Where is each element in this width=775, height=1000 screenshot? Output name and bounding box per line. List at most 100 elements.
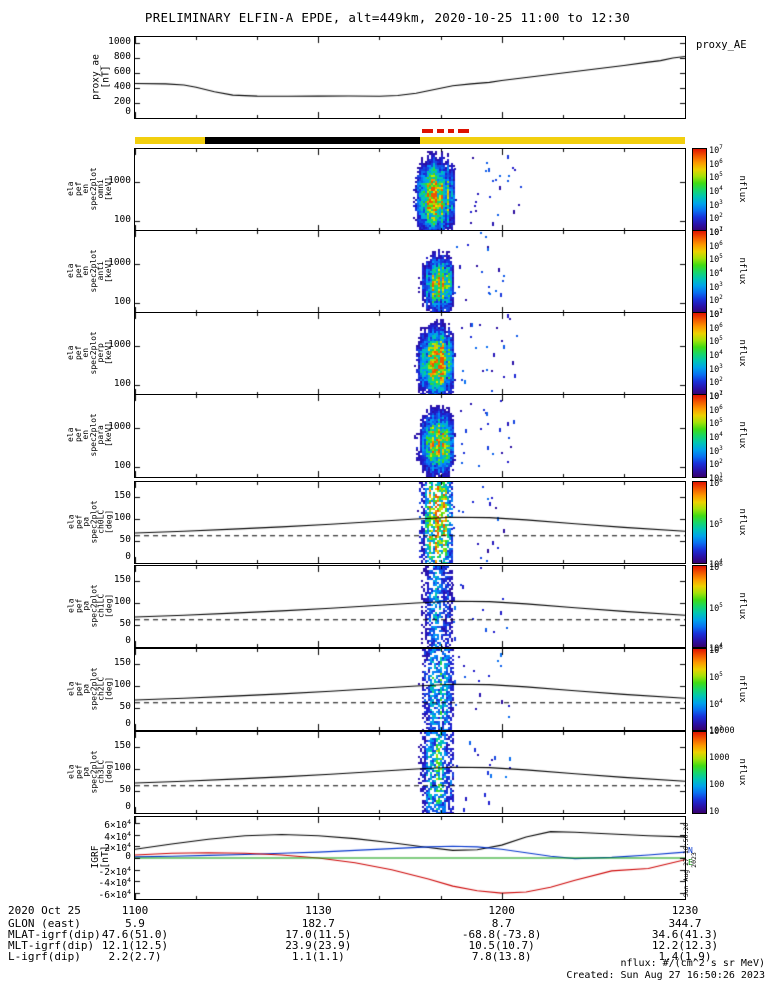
ephemeris-value: 2.2(2.7)	[108, 950, 162, 963]
ephemeris-value: -68.8(-73.8)	[461, 928, 542, 941]
ephemeris-value: 47.6(51.0)	[101, 928, 169, 941]
colorbar-tick: 103	[709, 445, 723, 457]
ytick-proxy_ae: 200	[113, 96, 131, 107]
ytick-en_para: 100	[113, 459, 131, 471]
colorbar-tick: 102	[709, 295, 723, 307]
ytick-igrf: -2×104	[98, 864, 132, 878]
ephemeris-value: 5.9	[125, 917, 145, 930]
ephemeris-value: 1230	[671, 904, 699, 917]
colorbar-tick: 105	[709, 418, 723, 430]
ytick-pa_ch0: 100	[113, 511, 131, 523]
ylabel-en_perp: ela pef en spec2plot perp [keV]	[66, 331, 114, 375]
colorbar-tick: 107	[709, 309, 723, 320]
colorbar-tick: 104	[709, 350, 723, 361]
ytick-en_perp: 100	[113, 377, 131, 389]
canvas-en_omni	[135, 149, 685, 231]
panel-igrf	[134, 816, 686, 900]
science-flag-bar	[135, 137, 685, 144]
colorbar-tick: 10	[709, 807, 720, 817]
panel-en_perp	[134, 312, 686, 396]
colorbar-tick: 103	[709, 199, 723, 211]
colorbar-tick: 101	[709, 391, 723, 402]
flag-bar-black-segment	[205, 137, 420, 144]
ytick-pa_ch1: 150	[113, 573, 131, 585]
colorbar-tick: 106	[709, 158, 723, 170]
ylabel-pa_ch2: ela pef pa spec2plot ch2LC [deg]	[66, 666, 114, 711]
colorbar-tick: 104	[709, 268, 723, 279]
colorbar-tick: 107	[709, 391, 723, 402]
colorbar-en_omni	[692, 148, 707, 232]
ephemeris-value: 1.4(1.9)	[658, 950, 712, 963]
ephemeris-value: 1200	[488, 904, 515, 917]
colorbar-pa_ch2	[692, 648, 707, 731]
colorbar-tick: 101	[709, 227, 723, 238]
ytick-en_perp: 1000	[108, 338, 131, 350]
colorbar-label: nflux	[737, 339, 747, 367]
colorbar-label: nflux	[737, 507, 747, 536]
canvas-en_para	[135, 395, 685, 477]
canvas-proxy_ae	[135, 37, 685, 118]
burst-flag-dash	[422, 129, 434, 133]
ephemeris-value: 1.1(1.1)	[291, 950, 345, 963]
proxy-ae-legend: proxy_AE	[696, 39, 747, 51]
ephemeris-value: 23.9(23.9)	[285, 939, 352, 952]
colorbar-tick: 104	[709, 559, 723, 570]
ytick-en_anti: 100	[113, 295, 131, 307]
ytick-pa_ch1: 0	[125, 635, 131, 646]
colorbar-tick: 102	[709, 213, 723, 225]
ytick-igrf: -4×104	[98, 876, 132, 890]
ytick-en_omni: 1000	[108, 174, 131, 186]
colorbar-label: nflux	[737, 175, 747, 203]
ytick-proxy_ae: 600	[113, 66, 131, 77]
ylabel-igrf: IGRF [nT]	[90, 845, 111, 869]
colorbar-tick: 105	[709, 172, 723, 184]
colorbar-tick: 102	[709, 377, 723, 389]
ephemeris-value: 1100	[121, 904, 149, 917]
ytick-pa_ch2: 100	[113, 678, 131, 690]
ytick-pa_ch1: 100	[113, 595, 131, 607]
colorbar-tick: 105	[709, 254, 723, 266]
ytick-igrf: 4×104	[104, 829, 131, 843]
burst-flag-dash	[457, 129, 469, 133]
ytick-proxy_ae: 800	[113, 51, 131, 62]
ytick-pa_ch0: 0	[125, 551, 131, 562]
ytick-pa_ch2: 0	[125, 718, 131, 729]
ephemeris-value: 344.7	[668, 917, 702, 930]
ephemeris-value: 34.6(41.3)	[651, 928, 719, 941]
colorbar-tick: 106	[709, 322, 723, 334]
ytick-igrf: 0	[125, 851, 131, 862]
colorbar-tick: 105	[709, 336, 723, 348]
colorbar-label: nflux	[737, 421, 747, 449]
ytick-en_para: 1000	[108, 420, 131, 432]
burst-flag-dash	[447, 129, 454, 133]
canvas-pa_ch2	[135, 649, 685, 730]
created-timestamp-vertical: Sun Aug 27 16:50:26 2023	[682, 822, 698, 898]
ytick-igrf: 6×104	[104, 817, 131, 831]
ytick-en_anti: 1000	[108, 256, 131, 268]
ytick-pa_ch0: 50	[119, 533, 131, 545]
nflux-units-note: nflux: #/(cm^2 s sr MeV)	[620, 958, 766, 969]
canvas-pa_ch0	[135, 482, 685, 563]
ephemeris-row-label: L-igrf(dip)	[8, 950, 81, 963]
colorbar-label: nflux	[737, 591, 747, 620]
colorbar-label: nflux	[737, 257, 747, 285]
ytick-pa_ch3: 100	[113, 761, 131, 773]
ephemeris-value: 1130	[305, 904, 332, 917]
ytick-igrf: 2×104	[104, 841, 131, 855]
ylabel-pa_ch1: ela pef pa spec2plot ch1LC [deg]	[66, 583, 114, 628]
ytick-pa_ch3: 150	[113, 739, 131, 751]
plot-title: PRELIMINARY ELFIN-A EPDE, alt=449km, 202…	[144, 10, 631, 25]
ytick-proxy_ae: 400	[113, 81, 131, 92]
panel-en_anti	[134, 230, 686, 314]
colorbar-tick: 104	[709, 186, 723, 197]
colorbar-tick: 104	[709, 643, 723, 654]
ytick-proxy_ae: 1000	[108, 36, 131, 47]
colorbar-pa_ch3	[692, 731, 707, 814]
ytick-en_omni: 100	[113, 213, 131, 225]
ephemeris-row-label: 2020 Oct 25	[8, 904, 81, 917]
colorbar-tick: 107	[709, 145, 723, 156]
panel-proxy_ae	[134, 36, 686, 119]
ytick-igrf: -6×104	[98, 888, 132, 902]
canvas-igrf	[135, 817, 685, 899]
colorbar-en_para	[692, 394, 707, 478]
